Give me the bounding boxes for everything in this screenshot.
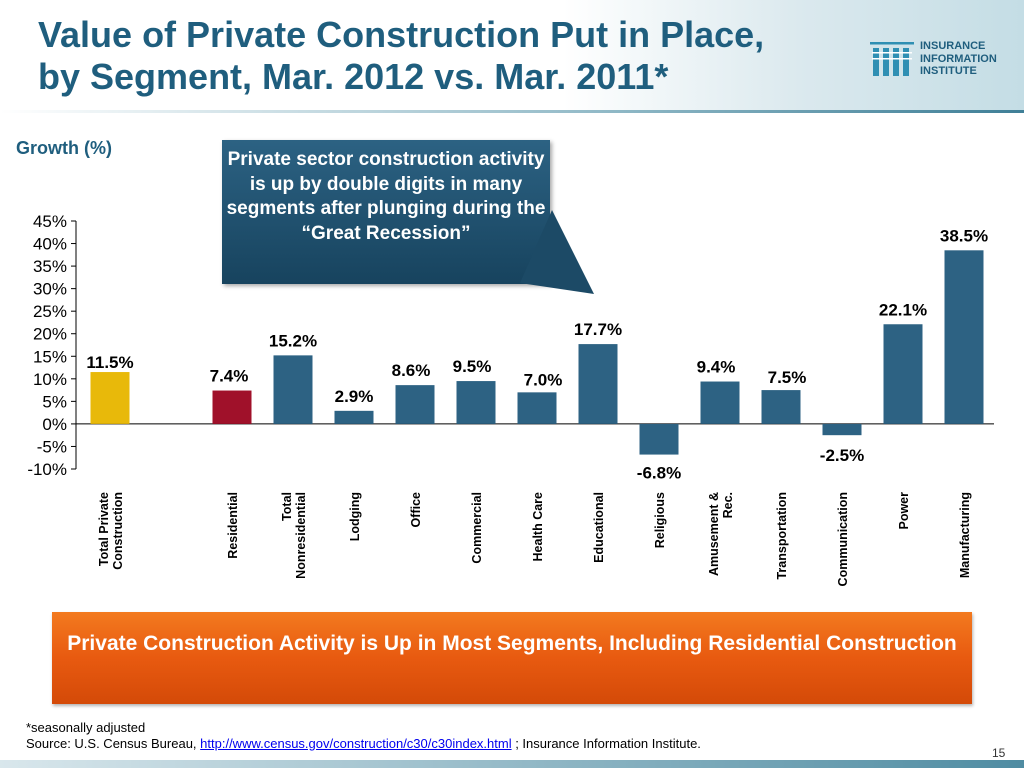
x-tick-label-line: Residential <box>226 492 240 559</box>
x-tick-label: Total Nonresidential <box>280 492 308 579</box>
data-label: 7.5% <box>768 368 807 387</box>
summary-banner-text: Private Construction Activity is Up in M… <box>67 632 957 655</box>
y-tick-label: -10% <box>27 460 67 479</box>
bar <box>822 423 862 436</box>
data-label: 8.6% <box>392 361 431 380</box>
bar <box>273 355 313 424</box>
chart-y-axis-label: Growth (%) <box>16 138 112 158</box>
x-tick-label-line: Health Care <box>531 492 545 562</box>
iii-logo-text: INSURANCE INFORMATION INSTITUTE <box>920 40 997 78</box>
y-tick-label: 10% <box>33 370 67 389</box>
bar <box>517 392 557 424</box>
x-tick-label-line: Total <box>280 492 294 521</box>
data-label: 9.4% <box>697 358 736 377</box>
summary-banner: Private Construction Activity is Up in M… <box>52 612 972 704</box>
slide-title: Value of Private Construction Put in Pla… <box>38 14 765 97</box>
x-tick-label-line: Total Private <box>97 492 111 566</box>
y-tick-label: 40% <box>33 235 67 254</box>
page-number: 15 <box>992 746 1006 760</box>
x-tick-label-line: Construction <box>111 492 125 570</box>
bar <box>456 381 496 424</box>
x-tick-label-line: Communication <box>836 492 850 586</box>
logo-line-2: INFORMATION <box>920 52 997 65</box>
x-tick-label-line: Educational <box>592 492 606 563</box>
bar <box>90 372 130 424</box>
header-band <box>0 0 1024 112</box>
bar-chart: 45% 40% 35% 30% 25% 20% 15% 10% 5% 0% -5% -10% 11.5%… <box>27 212 994 586</box>
x-tick-label-line: Religious <box>653 492 667 548</box>
bar <box>883 324 923 424</box>
bar <box>212 390 252 424</box>
x-tick-label-line: Transportation <box>775 492 789 580</box>
data-label: 22.1% <box>879 300 927 319</box>
footer-bar <box>0 760 1024 768</box>
logo-line-1: INSURANCE <box>920 40 986 52</box>
x-tick-label-line: Manufacturing <box>958 492 972 578</box>
x-tick-label: Amusement & Rec. <box>707 492 735 576</box>
x-tick-label-line: Office <box>409 492 423 527</box>
x-tick-label-line: Amusement & <box>707 492 721 576</box>
bar <box>639 423 679 455</box>
data-label: 15.2% <box>269 331 317 350</box>
x-tick-label-line: Power <box>897 492 911 530</box>
data-label: -2.5% <box>820 446 864 465</box>
x-tick-label: Total Private Construction <box>97 492 125 570</box>
x-tick-label: Lodging <box>348 492 362 541</box>
data-label: 7.4% <box>210 367 249 386</box>
iii-logo: INSURANCE INFORMATION INSTITUTE <box>870 38 1020 80</box>
bar <box>761 390 801 424</box>
x-tick-label: Transportation <box>775 492 789 580</box>
x-tick-label-line: Rec. <box>721 492 735 518</box>
x-tick-label-line: Nonresidential <box>294 492 308 579</box>
source-prefix: Source: U.S. Census Bureau, <box>26 736 201 751</box>
logo-line-3: INSTITUTE <box>920 65 977 77</box>
source-line: Source: U.S. Census Bureau, http://www.c… <box>26 736 701 752</box>
data-label: 17.7% <box>574 320 622 339</box>
source-suffix: ; Insurance Information Institute. <box>511 736 701 751</box>
y-tick-label: 20% <box>33 325 67 344</box>
x-tick-label-line: Commercial <box>470 492 484 564</box>
x-tick-label: Commercial <box>470 492 484 564</box>
y-tick-label: 30% <box>33 280 67 299</box>
x-tick-label: Communication <box>836 492 850 586</box>
y-tick-label: 25% <box>33 302 67 321</box>
data-label: 7.0% <box>524 370 563 389</box>
y-tick-label: 45% <box>33 212 67 231</box>
callout-box: Private sector construction activity is … <box>222 140 550 284</box>
x-tick-label: Health Care <box>531 492 545 562</box>
bar <box>578 344 618 424</box>
y-tick-label: 0% <box>42 415 67 434</box>
x-tick-label: Religious <box>653 492 667 548</box>
source-link[interactable]: http://www.census.gov/construction/c30/c… <box>200 736 512 751</box>
x-tick-label: Educational <box>592 492 606 563</box>
x-tick-label: Manufacturing <box>958 492 972 578</box>
data-label: 2.9% <box>335 387 374 406</box>
x-tick-label-line: Lodging <box>348 492 362 541</box>
data-label: 9.5% <box>453 357 492 376</box>
y-tick-label: 35% <box>33 257 67 276</box>
y-tick-label: 15% <box>33 347 67 366</box>
footnote: *seasonally adjusted <box>26 720 146 735</box>
bar <box>944 250 984 424</box>
data-label: 11.5% <box>86 353 133 372</box>
x-tick-label: Residential <box>226 492 240 559</box>
y-tick-label: 5% <box>42 392 67 411</box>
bar <box>395 385 435 424</box>
bar <box>700 381 740 424</box>
header-divider <box>0 110 1024 113</box>
data-label: 38.5% <box>940 226 988 245</box>
bar <box>334 410 374 424</box>
y-tick-label: -5% <box>37 437 67 456</box>
x-tick-label: Office <box>409 492 423 527</box>
x-tick-label: Power <box>897 492 911 530</box>
data-label: -6.8% <box>637 464 681 483</box>
iii-logo-mark-icon <box>870 42 914 76</box>
callout-text: Private sector construction activity is … <box>226 149 546 244</box>
